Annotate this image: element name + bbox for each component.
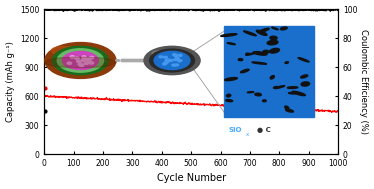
Text: x: x [246, 132, 249, 137]
Text: SiO: SiO [228, 127, 242, 133]
Text: ● C: ● C [252, 127, 271, 133]
Y-axis label: Capacity (mAh g⁻¹): Capacity (mAh g⁻¹) [6, 41, 15, 122]
Y-axis label: Coulombic Efficiency (%): Coulombic Efficiency (%) [359, 29, 368, 134]
X-axis label: Cycle Number: Cycle Number [157, 174, 226, 184]
